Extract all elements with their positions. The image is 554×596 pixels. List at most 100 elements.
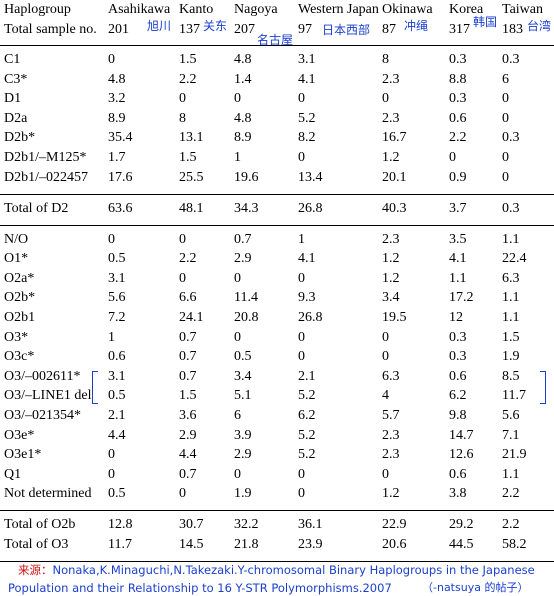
cell: 1.5 (502, 329, 520, 345)
cell: 0 (108, 231, 115, 247)
credit: （-natsuya 的帖子） (422, 581, 529, 594)
cell: 1 (298, 231, 305, 247)
cell: 0 (179, 270, 186, 286)
cell: 11.4 (234, 290, 258, 306)
cell: 1 (234, 150, 241, 165)
cell: 2.1 (108, 408, 126, 423)
row-label: D2b* (4, 130, 36, 146)
cell: 1.1 (502, 290, 520, 306)
row-header-title: Haplogroup (4, 2, 71, 17)
cell: 3.7 (449, 200, 467, 216)
chinese-note: 名古屋 (257, 33, 294, 47)
cell: 4.1 (298, 251, 316, 267)
cell: 3.5 (449, 231, 467, 247)
cell: 0 (298, 466, 305, 482)
cell: 12 (449, 310, 463, 325)
cell: 4.4 (108, 427, 126, 443)
cell: 6.3 (382, 368, 400, 384)
cell: 0 (234, 329, 241, 345)
cell: 0 (449, 150, 456, 165)
cell: 0.3 (449, 329, 467, 345)
cell: 11.7 (108, 537, 132, 552)
cell: 2.3 (382, 447, 400, 463)
row-label: D2b1/–M125* (4, 150, 87, 165)
cell: 0.3 (502, 200, 520, 216)
cell: 0 (298, 270, 305, 286)
cell: 36.1 (298, 517, 323, 533)
cell: 1.1 (449, 270, 467, 286)
cell: 8 (179, 110, 186, 126)
row-label: O2b1 (4, 310, 36, 325)
cell: 1.5 (179, 52, 197, 67)
cell: 4.8 (234, 110, 252, 126)
column-header: Okinawa (382, 2, 433, 17)
cell: 8.9 (234, 130, 252, 146)
bracket (92, 370, 98, 405)
cell: 6.6 (179, 290, 197, 306)
cell: 63.6 (108, 200, 133, 216)
cell: 0.3 (502, 52, 520, 67)
cell: 0.5 (108, 486, 126, 502)
cell: 7.2 (108, 310, 126, 325)
cell: 17.6 (108, 169, 133, 185)
row-label: C1 (4, 52, 21, 67)
cell: 2.2 (502, 517, 520, 533)
cell: 4.8 (234, 52, 252, 67)
cell: 0.5 (108, 251, 126, 267)
chinese-note: 关东 (203, 19, 228, 33)
cell: 0.7 (179, 329, 197, 345)
row-label: C3* (4, 71, 28, 87)
cell: 0 (382, 349, 389, 365)
cell: 22.4 (502, 251, 527, 267)
column-header: Kanto (179, 2, 214, 17)
rule (0, 561, 554, 562)
source-text: Nonaka,K.Minaguchi,N.Takezaki.Y-chromoso… (52, 563, 535, 577)
cell: 1.1 (502, 310, 520, 325)
cell: 1.5 (179, 150, 197, 165)
cell: 201 (108, 22, 129, 37)
cell: 3.6 (179, 408, 197, 423)
cell: 22.9 (382, 517, 407, 533)
cell: 2.2 (179, 71, 197, 87)
cell: 1.9 (502, 349, 520, 365)
row-label: O3/–LINE1 del (4, 388, 92, 404)
cell: 29.2 (449, 517, 474, 533)
cell: 3.2 (108, 91, 126, 107)
cell: 1.9 (234, 486, 252, 502)
cell: 0.5 (234, 349, 252, 365)
cell: 0.6 (449, 110, 467, 126)
row-label: O3e* (4, 427, 35, 443)
cell: 20.1 (382, 169, 407, 185)
cell: 44.5 (449, 537, 474, 552)
row-label: D1 (4, 91, 22, 107)
cell: 21.8 (234, 537, 259, 552)
cell: 0 (108, 447, 115, 463)
cell: 14.7 (449, 427, 474, 443)
cell: 9.8 (449, 408, 467, 423)
row-label: O3/–002611* (4, 368, 81, 384)
bracket (540, 370, 546, 405)
cell: 1.1 (502, 231, 520, 247)
cell: 97 (298, 22, 312, 37)
cell: 0.7 (179, 349, 197, 365)
cell: 4 (382, 388, 389, 404)
cell: 16.7 (382, 130, 407, 146)
chinese-note: 韩国 (473, 15, 498, 29)
cell: 2.3 (382, 231, 400, 247)
rule (0, 224, 554, 226)
cell: 13.4 (298, 169, 323, 185)
cell: 1.7 (108, 150, 126, 165)
cell: 0 (298, 150, 305, 165)
cell: 3.4 (234, 368, 252, 384)
cell: 58.2 (502, 537, 527, 552)
cell: 26.8 (298, 310, 323, 325)
cell: 1.2 (382, 270, 400, 286)
cell: 5.2 (298, 110, 316, 126)
cell: 12.8 (108, 517, 133, 533)
cell: 1.5 (179, 388, 197, 404)
row-label: N/O (4, 231, 29, 247)
chinese-note: 台湾 (527, 19, 552, 33)
cell: 26.8 (298, 200, 323, 216)
cell: 1.2 (382, 486, 400, 502)
cell: 6.3 (502, 270, 520, 286)
